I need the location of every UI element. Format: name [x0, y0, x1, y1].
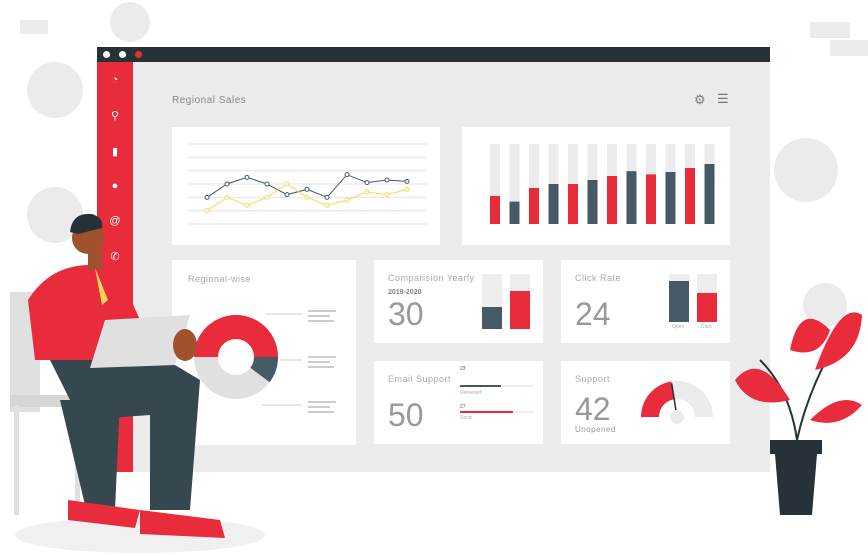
- bar-2020: [510, 290, 530, 329]
- pie-decoration: [27, 187, 83, 243]
- bar-2019: [482, 307, 502, 329]
- chat-icon[interactable]: ●: [111, 180, 119, 192]
- delivered-count: 23: [460, 366, 466, 372]
- data-point: [204, 208, 210, 214]
- delivered-label: Delivered: [460, 390, 482, 396]
- hamburger-icon[interactable]: ☰: [717, 91, 729, 106]
- data-point: [384, 192, 390, 198]
- bar: [626, 171, 637, 224]
- bar: [587, 180, 598, 224]
- bar-track: [490, 144, 500, 224]
- click-rate-card: Click Rate 24 Open Click: [561, 260, 730, 343]
- window-titlebar: [97, 47, 770, 62]
- search-icon[interactable]: ⚲: [110, 110, 120, 122]
- bar-label: Click: [701, 324, 712, 330]
- data-point: [224, 181, 230, 187]
- data-point: [264, 181, 270, 187]
- data-point: [284, 192, 290, 198]
- card-title: Regional-wise: [188, 274, 252, 284]
- data-point: [224, 194, 230, 200]
- send-bar: [460, 411, 534, 413]
- window-dot[interactable]: [135, 51, 142, 58]
- donut-chart: [194, 310, 336, 413]
- bar-track: [529, 144, 539, 224]
- support-subtitle: Unopened: [575, 425, 616, 434]
- bar-chart: [490, 144, 715, 224]
- pie-decoration: [774, 138, 838, 202]
- comparison-card: Comparision Yearly 2019-2020 30: [374, 260, 543, 343]
- support-card: Support 42 Unopened: [561, 361, 730, 444]
- bar-chart-icon[interactable]: ▮: [111, 146, 119, 158]
- plant: [735, 312, 862, 515]
- dashboard-window: ◔ ⚲ ▮ ● @ ✆ ✉ Regional Sales ⚙ ☰ Regiona…: [97, 47, 770, 472]
- window-dot[interactable]: [119, 51, 126, 58]
- data-point: [324, 194, 330, 200]
- person: [28, 213, 225, 538]
- line-chart-card: [172, 127, 440, 245]
- email-support-card: Email Support 50 23 Delivered 27 Send: [374, 361, 543, 444]
- data-point: [244, 202, 250, 208]
- data-point: [304, 186, 310, 192]
- card-title: Support: [575, 374, 611, 384]
- gear-icon: [803, 283, 847, 327]
- data-point: [244, 174, 250, 180]
- email-value: 50: [388, 397, 424, 433]
- gear-icon[interactable]: ⚙: [694, 92, 706, 107]
- dashboard-icon[interactable]: ◔: [111, 74, 119, 86]
- data-point: [364, 180, 370, 186]
- send-label: Send: [460, 415, 472, 421]
- bar: [548, 184, 559, 224]
- bar: [509, 201, 520, 224]
- bar: [568, 184, 578, 224]
- card-title: Click Rate: [575, 273, 622, 283]
- bar: [665, 172, 676, 224]
- data-point: [344, 172, 350, 178]
- bar-track: [510, 274, 530, 329]
- line-chart: [187, 143, 427, 225]
- phone-icon[interactable]: ✆: [110, 251, 120, 263]
- bar: [685, 168, 695, 224]
- bar-track: [482, 274, 502, 329]
- data-point: [364, 189, 370, 195]
- comparison-value: 30: [388, 296, 424, 332]
- bar-track: [697, 274, 717, 322]
- bar: [646, 174, 656, 224]
- bar: [490, 196, 500, 224]
- data-point: [284, 181, 290, 187]
- page-title: Regional Sales: [172, 95, 247, 106]
- gear-icon: [27, 62, 83, 118]
- gauge: [641, 381, 713, 424]
- bar-track: [669, 274, 689, 322]
- bar: [529, 188, 539, 224]
- data-point: [404, 186, 410, 192]
- delivered-bar: [460, 385, 534, 387]
- data-point: [344, 197, 350, 203]
- period-label: 2019-2020: [388, 289, 422, 296]
- bar: [704, 164, 715, 224]
- support-value: 42: [575, 391, 611, 427]
- send-count: 27: [460, 404, 466, 410]
- bar-chart-card: [462, 127, 730, 245]
- gear-icon: [110, 2, 150, 42]
- data-point: [204, 194, 210, 200]
- bar: [607, 176, 617, 224]
- bar-track: [509, 144, 520, 224]
- regional-card: Regional-wise: [172, 260, 356, 445]
- card-title: Email Support: [388, 374, 452, 384]
- bar-open: [669, 281, 689, 322]
- data-point: [304, 194, 310, 200]
- data-point: [324, 202, 330, 208]
- at-icon[interactable]: @: [109, 215, 121, 227]
- data-point: [404, 178, 410, 184]
- data-point: [264, 194, 270, 200]
- click-rate-value: 24: [575, 296, 611, 332]
- data-point: [384, 177, 390, 183]
- bar-click: [697, 293, 717, 322]
- window-dot[interactable]: [103, 51, 110, 58]
- card-title: Comparision Yearly: [388, 273, 475, 283]
- bar-label: Open: [672, 324, 685, 330]
